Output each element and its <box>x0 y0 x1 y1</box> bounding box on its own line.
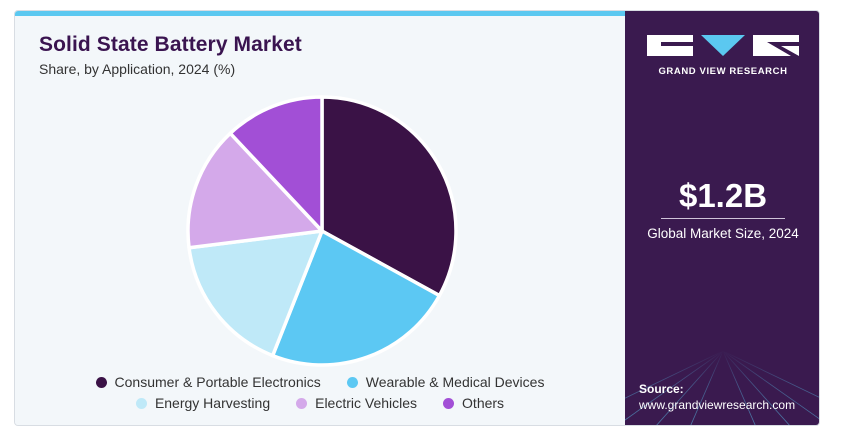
legend-item-others: Others <box>443 395 504 411</box>
pie-slice-others <box>228 95 324 233</box>
pie-slice-consumer-portable-electronics <box>320 95 458 298</box>
legend-swatch <box>443 397 455 409</box>
pie-slice-wearable-medical-devices <box>270 229 442 367</box>
infographic-card: Solid State Battery Market Share, by App… <box>14 10 820 426</box>
legend-swatch <box>296 397 308 409</box>
chart-title: Solid State Battery Market <box>39 33 302 56</box>
legend-label: Electric Vehicles <box>315 395 418 411</box>
source-link[interactable]: www.grandviewresearch.com <box>639 398 796 412</box>
legend-row-1: Consumer & Portable Electronics Wearable… <box>15 374 625 390</box>
brand-name: GRAND VIEW RESEARCH <box>658 66 788 77</box>
top-accent-bar <box>15 11 625 16</box>
grand-view-research-logo <box>647 35 799 56</box>
legend-swatch <box>135 397 147 409</box>
chart-panel: Solid State Battery Market Share, by App… <box>15 11 625 425</box>
legend-swatch <box>346 376 358 388</box>
legend-row-2: Energy Harvesting Electric Vehicles Othe… <box>15 395 625 411</box>
perspective-grid-decoration <box>625 350 819 425</box>
legend-label: Others <box>462 395 505 411</box>
info-sidebar: GRAND VIEW RESEARCH $1.2B Global Market … <box>625 11 819 425</box>
pie-slice-electric-vehicles <box>186 131 324 250</box>
market-size-caption: Global Market Size, 2024 <box>647 226 799 241</box>
legend-item-consumer-electronics: Consumer & Portable Electronics <box>95 374 321 390</box>
legend-item-wearable-medical: Wearable & Medical Devices <box>346 374 545 390</box>
legend-label: Consumer & Portable Electronics <box>114 374 321 390</box>
legend-label: Energy Harvesting <box>154 395 271 411</box>
legend-item-electric-vehicles: Electric Vehicles <box>296 395 417 411</box>
legend-swatch <box>95 376 107 388</box>
chart-subtitle: Share, by Application, 2024 (%) <box>39 61 236 77</box>
source-label: Source: <box>639 382 684 396</box>
pie-slice-energy-harvesting <box>187 229 324 358</box>
legend-label: Wearable & Medical Devices <box>365 374 545 390</box>
legend-item-energy-harvesting: Energy Harvesting <box>135 395 271 411</box>
market-size-value: $1.2B <box>678 177 768 214</box>
pie-chart <box>186 95 458 367</box>
divider <box>661 218 785 219</box>
